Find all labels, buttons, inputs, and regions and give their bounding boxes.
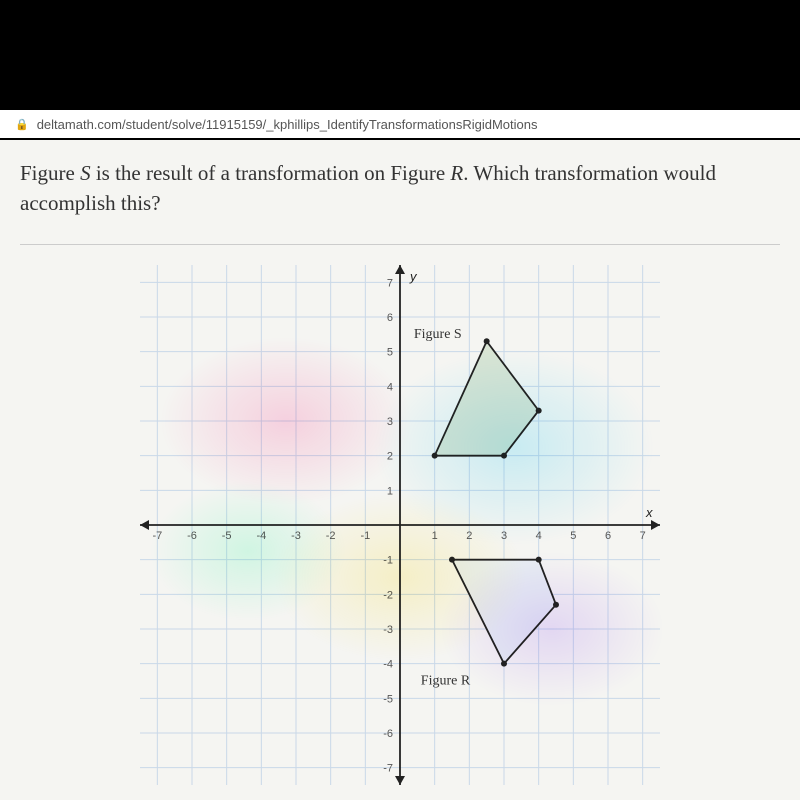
svg-text:4: 4: [536, 530, 542, 542]
page-content: Figure S is the result of a transformati…: [0, 140, 800, 800]
browser-url-bar[interactable]: 🔒 deltamath.com/student/solve/11915159/_…: [0, 110, 800, 140]
svg-text:-2: -2: [383, 589, 393, 601]
svg-text:-4: -4: [383, 659, 393, 671]
svg-text:x: x: [645, 505, 653, 520]
svg-text:-6: -6: [187, 530, 197, 542]
svg-text:-3: -3: [383, 624, 393, 636]
svg-text:5: 5: [387, 347, 393, 359]
svg-text:-5: -5: [222, 530, 232, 542]
lock-icon: 🔒: [15, 118, 29, 131]
svg-text:-3: -3: [291, 530, 301, 542]
svg-text:7: 7: [640, 530, 646, 542]
question-text: Figure S is the result of a transformati…: [20, 158, 780, 219]
url-text: deltamath.com/student/solve/11915159/_kp…: [37, 117, 538, 132]
svg-text:-6: -6: [383, 728, 393, 740]
svg-text:5: 5: [570, 530, 576, 542]
svg-text:y: y: [409, 269, 418, 284]
svg-text:Figure R: Figure R: [421, 673, 471, 688]
svg-text:1: 1: [432, 530, 438, 542]
svg-text:1: 1: [387, 485, 393, 497]
chart-container: -7 -7 -6 -6 -5 -5 -4 -4 -3 -3 -2 -2 -1 -1 1 1 2 2 3 3 4 4 5 5 6 6…: [20, 265, 780, 785]
svg-text:4: 4: [387, 381, 393, 393]
svg-text:7: 7: [387, 277, 393, 289]
coordinate-grid-chart: -7 -7 -6 -6 -5 -5 -4 -4 -3 -3 -2 -2 -1 -1 1 1 2 2 3 3 4 4 5 5 6 6…: [140, 265, 660, 785]
svg-text:3: 3: [387, 416, 393, 428]
svg-text:6: 6: [605, 530, 611, 542]
top-black-bar: [0, 0, 800, 110]
section-divider: [20, 244, 780, 245]
svg-text:-4: -4: [256, 530, 266, 542]
svg-text:Figure S: Figure S: [414, 327, 462, 342]
svg-text:-1: -1: [383, 555, 393, 567]
svg-text:-7: -7: [152, 530, 162, 542]
svg-text:-7: -7: [383, 763, 393, 775]
svg-text:-5: -5: [383, 693, 393, 705]
svg-text:-1: -1: [360, 530, 370, 542]
svg-text:-2: -2: [326, 530, 336, 542]
svg-text:2: 2: [387, 451, 393, 463]
svg-text:3: 3: [501, 530, 507, 542]
svg-text:2: 2: [466, 530, 472, 542]
svg-text:6: 6: [387, 312, 393, 324]
